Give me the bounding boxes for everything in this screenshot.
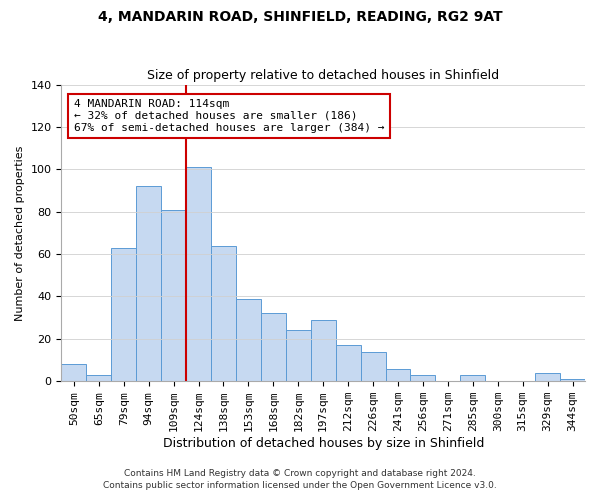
Bar: [211, 246, 236, 381]
X-axis label: Distribution of detached houses by size in Shinfield: Distribution of detached houses by size …: [163, 437, 484, 450]
Bar: [86, 375, 111, 381]
Title: Size of property relative to detached houses in Shinfield: Size of property relative to detached ho…: [147, 69, 499, 82]
Bar: [335, 345, 361, 381]
Bar: [261, 314, 286, 381]
Bar: [535, 372, 560, 381]
Y-axis label: Number of detached properties: Number of detached properties: [15, 145, 25, 320]
Bar: [410, 375, 436, 381]
Text: Contains HM Land Registry data © Crown copyright and database right 2024.
Contai: Contains HM Land Registry data © Crown c…: [103, 468, 497, 490]
Bar: [361, 352, 386, 381]
Text: 4, MANDARIN ROAD, SHINFIELD, READING, RG2 9AT: 4, MANDARIN ROAD, SHINFIELD, READING, RG…: [98, 10, 502, 24]
Bar: [386, 368, 410, 381]
Bar: [236, 298, 261, 381]
Bar: [136, 186, 161, 381]
Bar: [560, 379, 585, 381]
Bar: [161, 210, 186, 381]
Bar: [460, 375, 485, 381]
Bar: [111, 248, 136, 381]
Bar: [61, 364, 86, 381]
Bar: [311, 320, 335, 381]
Text: 4 MANDARIN ROAD: 114sqm
← 32% of detached houses are smaller (186)
67% of semi-d: 4 MANDARIN ROAD: 114sqm ← 32% of detache…: [74, 100, 385, 132]
Bar: [186, 167, 211, 381]
Bar: [286, 330, 311, 381]
